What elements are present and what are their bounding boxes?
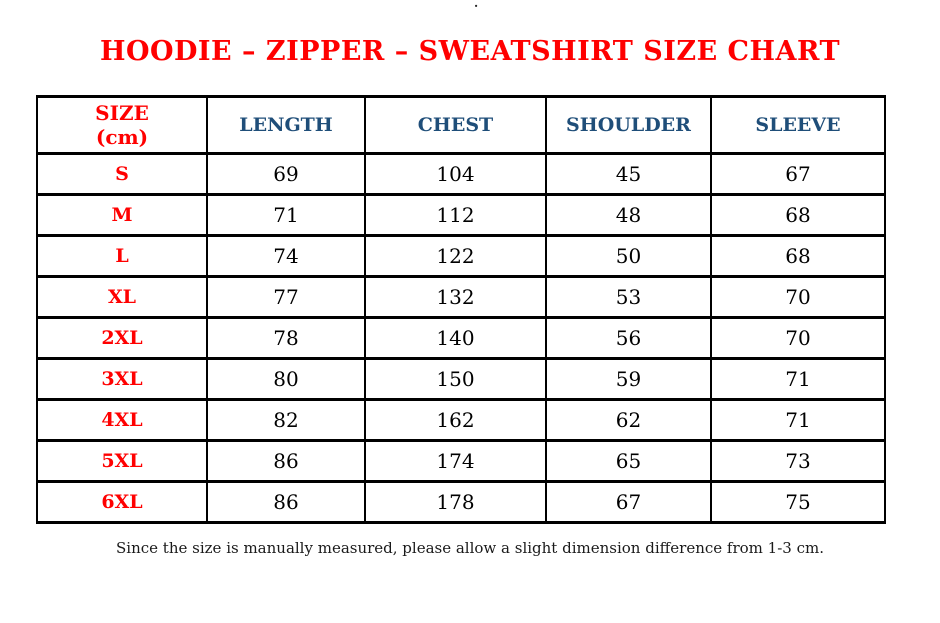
stray-dot: . [474,0,479,10]
table-row: 4XL 82 162 62 71 [36,398,886,442]
length-cell: 71 [206,193,366,237]
sleeve-cell: 67 [710,152,886,196]
length-cell: 77 [206,275,366,319]
size-cell: 5XL [36,439,208,483]
table-row: M 71 112 48 68 [36,193,886,237]
shoulder-cell: 53 [545,275,712,319]
page-title: HOODIE – ZIPPER – SWEATSHIRT SIZE CHART [99,36,841,67]
chest-cell: 140 [364,316,547,360]
sleeve-cell: 70 [710,275,886,319]
chest-cell: 174 [364,439,547,483]
length-cell: 86 [206,480,366,524]
length-cell: 78 [206,316,366,360]
column-header-size: SIZE (cm) [36,95,208,155]
size-cell: 4XL [36,398,208,442]
size-cell: L [36,234,208,278]
size-cell: 6XL [36,480,208,524]
column-header-length: LENGTH [206,95,366,155]
shoulder-cell: 45 [545,152,712,196]
size-header-line1: SIZE [95,101,149,125]
table-row: 6XL 86 178 67 75 [36,480,886,524]
column-header-shoulder: SHOULDER [545,95,712,155]
sleeve-cell: 73 [710,439,886,483]
shoulder-cell: 62 [545,398,712,442]
length-cell: 74 [206,234,366,278]
size-cell: M [36,193,208,237]
column-header-chest: CHEST [364,95,547,155]
chest-cell: 132 [364,275,547,319]
size-header-line2: (cm) [95,125,149,149]
shoulder-cell: 59 [545,357,712,401]
chest-cell: 122 [364,234,547,278]
table-row: 5XL 86 174 65 73 [36,439,886,483]
size-cell: XL [36,275,208,319]
chest-cell: 178 [364,480,547,524]
shoulder-cell: 48 [545,193,712,237]
length-cell: 86 [206,439,366,483]
size-chart-table: SIZE (cm) LENGTH CHEST SHOULDER SLEEVE S… [36,95,886,524]
sleeve-cell: 68 [710,193,886,237]
sleeve-cell: 71 [710,357,886,401]
shoulder-cell: 56 [545,316,712,360]
table-row: S 69 104 45 67 [36,152,886,196]
sleeve-cell: 71 [710,398,886,442]
table-row: XL 77 132 53 70 [36,275,886,319]
length-cell: 80 [206,357,366,401]
sleeve-cell: 70 [710,316,886,360]
chest-cell: 112 [364,193,547,237]
header-row: SIZE (cm) LENGTH CHEST SHOULDER SLEEVE [36,95,886,155]
chest-cell: 104 [364,152,547,196]
shoulder-cell: 50 [545,234,712,278]
column-header-sleeve: SLEEVE [710,95,886,155]
shoulder-cell: 65 [545,439,712,483]
length-cell: 82 [206,398,366,442]
sleeve-cell: 75 [710,480,886,524]
length-cell: 69 [206,152,366,196]
table-row: L 74 122 50 68 [36,234,886,278]
chest-cell: 162 [364,398,547,442]
shoulder-cell: 67 [545,480,712,524]
size-cell: 3XL [36,357,208,401]
table-row: 3XL 80 150 59 71 [36,357,886,401]
measurement-disclaimer: Since the size is manually measured, ple… [116,539,824,557]
chest-cell: 150 [364,357,547,401]
size-cell: S [36,152,208,196]
table-row: 2XL 78 140 56 70 [36,316,886,360]
sleeve-cell: 68 [710,234,886,278]
size-cell: 2XL [36,316,208,360]
